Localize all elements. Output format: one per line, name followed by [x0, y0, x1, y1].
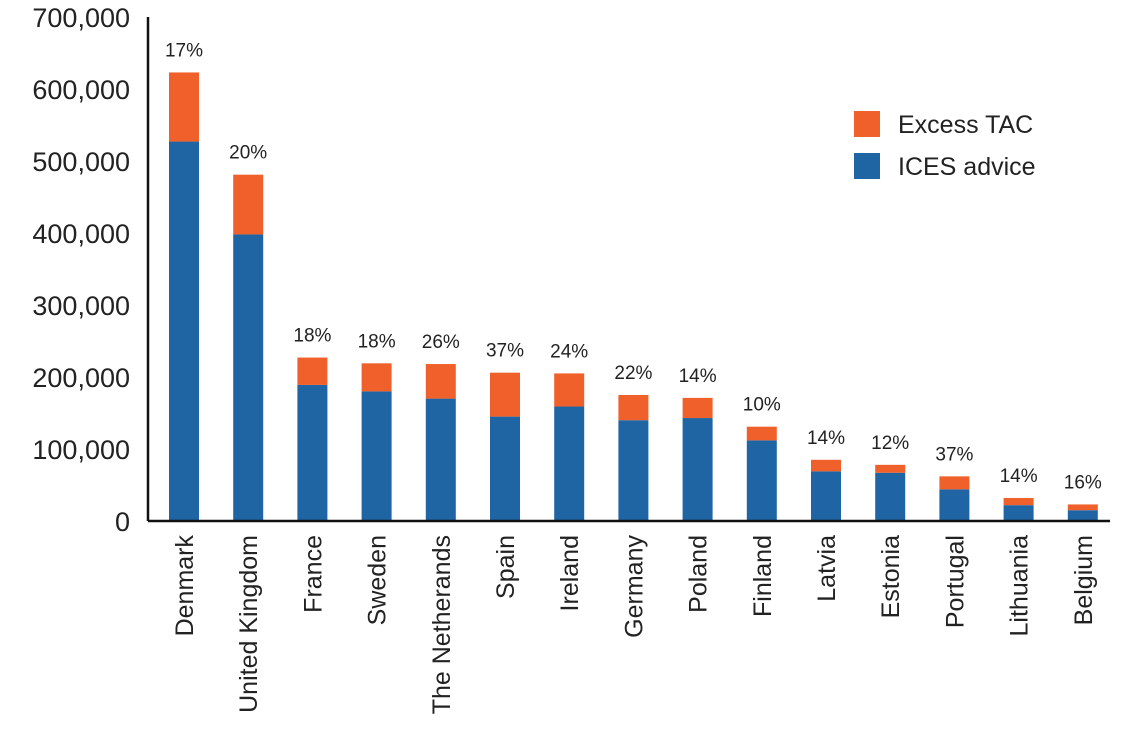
- y-tick-label: 600,000: [32, 75, 130, 105]
- bar-excess-tac: [682, 397, 713, 419]
- legend-label: ICES advice: [898, 153, 1036, 181]
- bar-data-label: 14%: [679, 366, 717, 387]
- bar-excess-tac: [490, 372, 520, 417]
- x-category-label: Spain: [492, 535, 520, 599]
- x-category-label: United Kingdom: [235, 535, 263, 713]
- bar-excess-tac: [554, 373, 585, 407]
- bar-ices-advice: [939, 489, 970, 521]
- y-tick-label: 700,000: [32, 3, 130, 33]
- y-tick-label: 400,000: [32, 219, 130, 249]
- y-tick-label: 500,000: [32, 147, 130, 177]
- x-category-label: Lithuania: [1006, 535, 1034, 637]
- bar-excess-tac: [1067, 504, 1098, 511]
- bar-excess-tac: [425, 364, 456, 399]
- bar-data-label: 12%: [871, 433, 909, 454]
- bar-ices-advice: [811, 471, 841, 521]
- x-category-label: The Netherands: [428, 535, 456, 714]
- bar-excess-tac: [746, 426, 777, 441]
- bar-data-label: 17%: [165, 40, 203, 61]
- x-category-label: Latvia: [813, 535, 841, 602]
- x-category-label: Ireland: [556, 535, 584, 611]
- bar-ices-advice: [554, 406, 585, 521]
- bar-excess-tac: [1003, 497, 1034, 506]
- x-category-label: Belgium: [1070, 535, 1098, 625]
- x-category-label: Estonia: [877, 535, 905, 618]
- bar-excess-tac: [939, 476, 970, 490]
- x-category-label: Germany: [620, 535, 648, 638]
- bar-data-label: 16%: [1064, 472, 1102, 493]
- legend-swatch: [854, 111, 880, 137]
- bar-data-label: 20%: [229, 143, 267, 164]
- bar-excess-tac: [618, 395, 649, 421]
- bar-excess-tac: [811, 459, 841, 472]
- x-category-label: France: [299, 535, 327, 613]
- bar-data-label: 18%: [358, 331, 396, 352]
- bars: [169, 72, 1098, 521]
- y-tick-label: 200,000: [32, 363, 130, 393]
- bar-ices-advice: [233, 234, 264, 521]
- bar-ices-advice: [361, 391, 392, 521]
- bar-excess-tac: [233, 174, 264, 235]
- bar-data-label: 14%: [807, 428, 845, 449]
- bar-data-label: 37%: [935, 444, 973, 465]
- x-category-label: Sweden: [364, 535, 392, 625]
- bar-ices-advice: [618, 420, 649, 521]
- legend-label: Excess TAC: [898, 111, 1033, 139]
- bar-excess-tac: [169, 72, 199, 142]
- bar-ices-advice: [490, 416, 520, 521]
- y-tick-label: 300,000: [32, 291, 130, 321]
- bar-data-label: 22%: [614, 363, 652, 384]
- bar-excess-tac: [361, 363, 392, 392]
- legend: Excess TAC ICES advice: [854, 111, 1036, 181]
- bar-data-label: 18%: [293, 326, 331, 347]
- bar-data-label: 10%: [743, 395, 781, 416]
- bar-data-label: 37%: [486, 341, 524, 362]
- bar-ices-advice: [875, 472, 906, 521]
- legend-swatch: [854, 153, 880, 179]
- bar-ices-advice: [425, 398, 456, 521]
- x-category-label: Denmark: [171, 535, 199, 637]
- bar-ices-advice: [1067, 510, 1098, 521]
- bar-data-label: 24%: [550, 341, 588, 362]
- y-tick-label: 0: [115, 507, 130, 537]
- y-axis-ticks: 0 100,000 200,000 300,000 400,000 500,000 600,…: [32, 3, 130, 537]
- data-labels: 17% 20% 18% 18% 26% 37% 24% 22% 14% 10% 14% 12% 37% 1…: [165, 40, 1102, 493]
- bar-ices-advice: [682, 418, 713, 521]
- x-category-label: Portugal: [941, 535, 969, 628]
- bar-excess-tac: [875, 464, 906, 473]
- x-category-label: Finland: [749, 535, 777, 617]
- bar-excess-tac: [297, 357, 328, 385]
- x-axis-labels: Denmark United Kingdom France Sweden The Net…: [171, 535, 1098, 715]
- bar-ices-advice: [746, 440, 777, 521]
- x-category-label: Poland: [685, 535, 713, 613]
- bar-ices-advice: [169, 141, 199, 521]
- bar-ices-advice: [1003, 505, 1034, 521]
- y-tick-label: 100,000: [32, 435, 130, 465]
- bar-data-label: 14%: [1000, 466, 1038, 487]
- bar-ices-advice: [297, 384, 328, 521]
- bar-data-label: 26%: [422, 332, 460, 353]
